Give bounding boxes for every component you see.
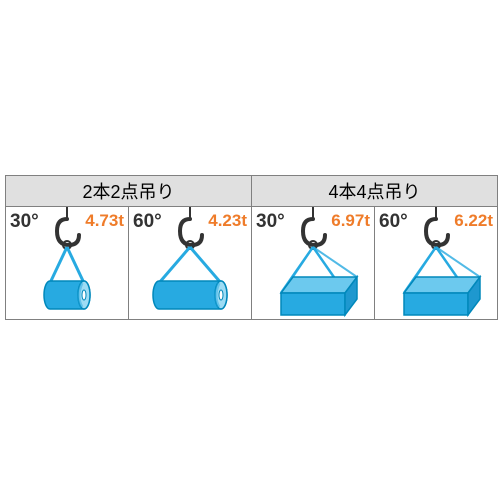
angle-label: 60° — [379, 211, 408, 233]
data-row: 30° 4.73t 60° 4.23t 30° 6.97t 60° 6.22t — [6, 207, 498, 320]
load-label: 6.22t — [454, 211, 493, 231]
load-label: 6.97t — [331, 211, 370, 231]
header-row: 2本2点吊り 4本4点吊り — [6, 176, 498, 207]
cell-1: 60° 4.23t — [129, 207, 252, 320]
rigging-table: 2本2点吊り 4本4点吊り 30° 4.73t 60° 4.23t 30° 6.97t… — [5, 175, 495, 320]
angle-label: 60° — [133, 211, 162, 233]
header-2pt: 2本2点吊り — [6, 176, 252, 207]
cell-2: 30° 6.97t — [252, 207, 375, 320]
angle-label: 30° — [10, 211, 39, 233]
load-label: 4.23t — [208, 211, 247, 231]
header-4pt: 4本4点吊り — [252, 176, 498, 207]
angle-label: 30° — [256, 211, 285, 233]
cell-0: 30° 4.73t — [6, 207, 129, 320]
cell-3: 60° 6.22t — [375, 207, 498, 320]
load-label: 4.73t — [85, 211, 124, 231]
table: 2本2点吊り 4本4点吊り 30° 4.73t 60° 4.23t 30° 6.97t… — [5, 175, 498, 320]
